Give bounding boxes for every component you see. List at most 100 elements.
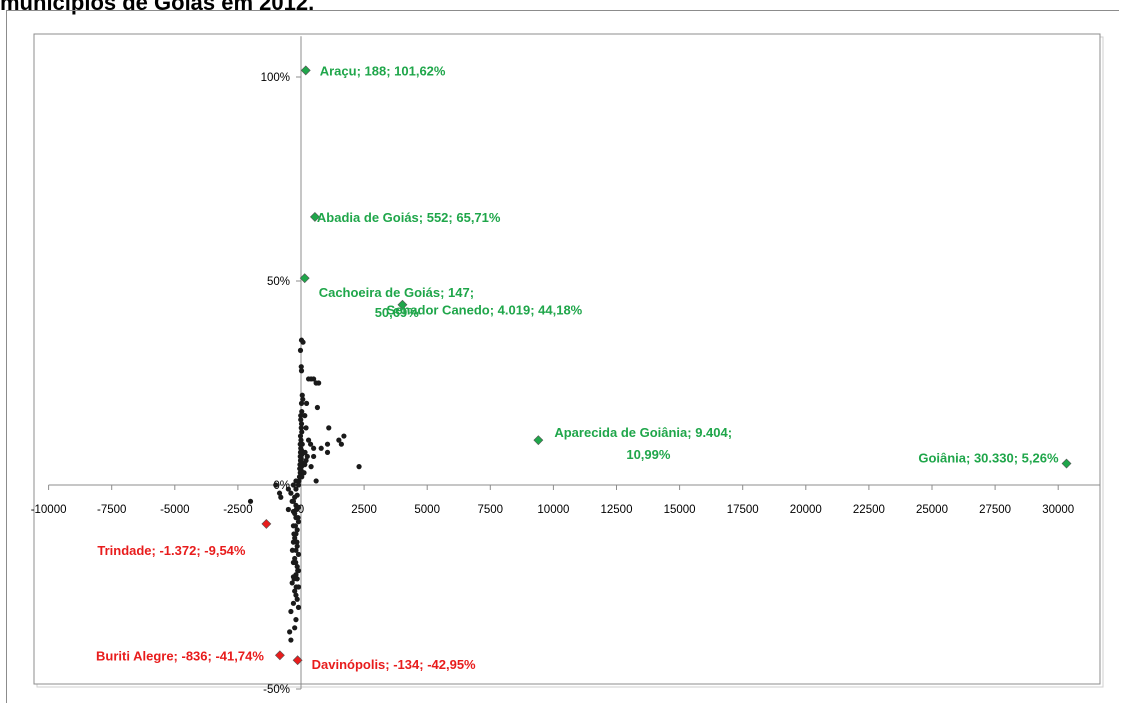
data-point bbox=[297, 347, 304, 353]
data-point bbox=[288, 608, 294, 615]
data-point bbox=[290, 600, 297, 606]
point-label: 50,69% bbox=[375, 305, 420, 320]
data-point bbox=[288, 490, 294, 496]
data-points bbox=[247, 65, 1072, 666]
highlighted-point bbox=[533, 435, 544, 446]
point-label: Trindade; -1.372; -9,54% bbox=[97, 543, 246, 558]
data-point bbox=[289, 498, 295, 504]
data-labels: Araçu; 188; 101,62% Abadia de Goiás; 552;… bbox=[96, 63, 1059, 672]
data-point bbox=[276, 490, 283, 496]
data-point bbox=[294, 527, 300, 533]
data-point bbox=[294, 564, 300, 570]
data-point bbox=[311, 376, 317, 382]
x-tick-label: 25000 bbox=[916, 504, 948, 516]
data-point bbox=[293, 559, 299, 566]
highlighted-point bbox=[397, 299, 408, 310]
data-point bbox=[298, 421, 305, 427]
x-tick-label: 15000 bbox=[664, 504, 696, 516]
data-point bbox=[336, 437, 342, 443]
point-label: Davinópolis; -134; -42,95% bbox=[312, 657, 476, 672]
point-label: Buriti Alegre; -836; -41,74% bbox=[96, 648, 264, 663]
data-point bbox=[305, 437, 312, 443]
data-point bbox=[247, 498, 254, 504]
data-point bbox=[302, 449, 308, 455]
x-tick-label: 27500 bbox=[979, 504, 1011, 516]
data-point bbox=[293, 592, 299, 598]
data-point bbox=[303, 457, 309, 464]
x-tick-label: 5000 bbox=[414, 504, 440, 516]
data-point bbox=[294, 543, 300, 549]
data-point bbox=[289, 580, 295, 586]
x-tick-label: 7500 bbox=[478, 504, 504, 516]
highlighted-point bbox=[300, 65, 311, 76]
data-point bbox=[285, 506, 291, 513]
data-point bbox=[292, 523, 299, 529]
data-point bbox=[285, 486, 291, 492]
point-label: Aparecida de Goiânia; 9.404; bbox=[554, 425, 732, 440]
data-point bbox=[302, 462, 308, 468]
data-point bbox=[295, 519, 302, 525]
data-point bbox=[298, 413, 304, 419]
point-label: 10,99% bbox=[626, 447, 671, 462]
data-point bbox=[298, 417, 304, 423]
x-tick-label: -5000 bbox=[160, 504, 189, 516]
highlighted-point bbox=[1061, 458, 1072, 469]
data-point bbox=[287, 629, 293, 635]
data-point bbox=[291, 531, 297, 537]
data-point bbox=[295, 604, 302, 611]
data-point bbox=[292, 588, 298, 594]
highlighted-point bbox=[261, 518, 272, 529]
data-point bbox=[313, 478, 319, 484]
data-point bbox=[299, 429, 305, 435]
data-point bbox=[299, 474, 305, 480]
data-point bbox=[314, 404, 321, 411]
data-point bbox=[356, 464, 362, 470]
data-point bbox=[311, 453, 317, 460]
data-point bbox=[301, 470, 307, 476]
data-point bbox=[298, 425, 304, 431]
x-tick-label: 20000 bbox=[790, 504, 822, 516]
data-point bbox=[298, 400, 305, 406]
data-point bbox=[303, 425, 309, 431]
data-point bbox=[295, 551, 302, 557]
data-point bbox=[299, 441, 305, 447]
data-point bbox=[293, 478, 299, 484]
plot-area bbox=[33, 33, 1101, 685]
data-point bbox=[293, 486, 299, 492]
data-point bbox=[300, 396, 306, 402]
point-label: Araçu; 188; 101,62% bbox=[320, 63, 446, 78]
data-point bbox=[293, 584, 299, 590]
x-tick-label: -7500 bbox=[97, 504, 126, 516]
x-tick-label: 22500 bbox=[853, 504, 885, 516]
data-point bbox=[297, 470, 303, 476]
x-tick-label: 0 bbox=[298, 504, 304, 516]
y-tick-label: 100% bbox=[261, 72, 290, 84]
data-point bbox=[273, 482, 279, 488]
x-tick-label: 12500 bbox=[601, 504, 633, 516]
data-point bbox=[294, 539, 300, 545]
y-tick-label: 50% bbox=[267, 276, 290, 288]
x-tick-label: -10000 bbox=[31, 504, 67, 516]
x-tick-label: 2500 bbox=[351, 504, 377, 516]
data-point bbox=[290, 482, 297, 488]
point-label: Goiânia; 30.330; 5,26% bbox=[918, 451, 1059, 466]
data-point bbox=[341, 433, 347, 439]
data-point bbox=[292, 555, 298, 562]
x-tick-label: 10000 bbox=[537, 504, 569, 516]
highlighted-point bbox=[292, 655, 303, 666]
chart-frame bbox=[6, 10, 1119, 703]
data-point bbox=[299, 408, 305, 415]
data-point bbox=[338, 441, 344, 447]
data-point bbox=[294, 596, 300, 602]
data-point bbox=[295, 568, 301, 574]
data-point bbox=[292, 510, 298, 517]
data-point bbox=[318, 445, 324, 451]
data-point bbox=[298, 437, 304, 443]
point-label: Abadia de Goiás; 552; 65,71% bbox=[317, 210, 501, 225]
axes: -10000 -7500 -5000 -2500 0 2500 5000 7500 10000 1… bbox=[31, 36, 1100, 696]
data-point bbox=[293, 506, 300, 513]
data-point bbox=[295, 515, 301, 521]
data-point bbox=[304, 453, 310, 460]
data-point bbox=[291, 576, 297, 582]
data-point bbox=[324, 449, 331, 455]
